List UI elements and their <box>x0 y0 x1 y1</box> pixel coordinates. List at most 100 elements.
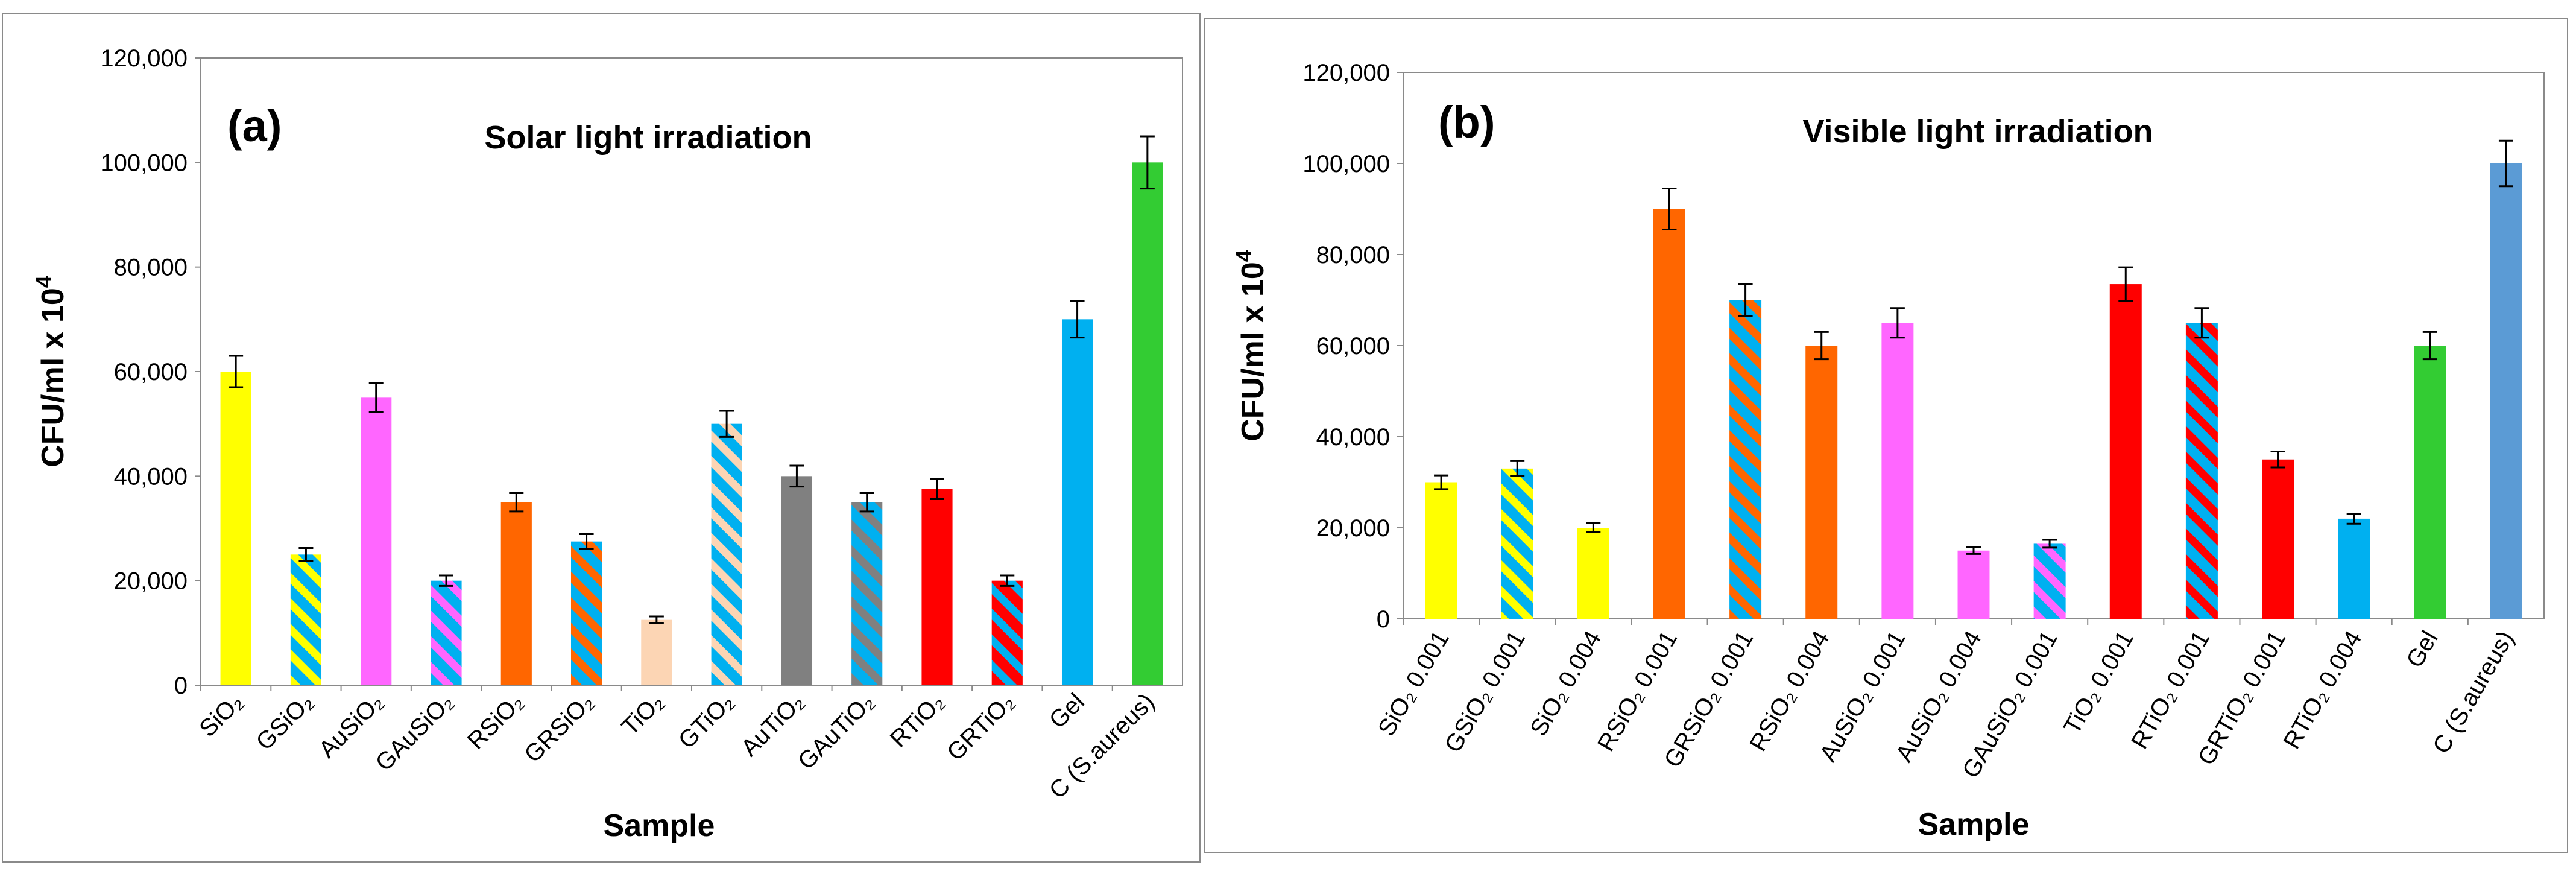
bar-rect <box>2185 323 2218 619</box>
y-axis-title: CFU/ml x 104 <box>31 276 71 467</box>
bar <box>500 502 532 685</box>
error-bar <box>1000 574 1015 587</box>
bar-rect <box>781 476 813 685</box>
bar-rect <box>2338 518 2370 619</box>
panel-label: (a) <box>227 101 282 151</box>
bar-rect <box>1957 550 1990 619</box>
bar-rect <box>2109 284 2142 619</box>
chart-title: Solar light irradiation <box>484 119 812 156</box>
bar <box>431 580 462 685</box>
bar <box>851 502 883 685</box>
bar <box>290 554 322 685</box>
bar-rect <box>2262 459 2294 619</box>
bar <box>2490 163 2522 619</box>
bar-rect <box>1425 482 1457 619</box>
x-category-label: GRTiO₂ <box>942 688 1020 766</box>
bar-rect <box>290 554 322 685</box>
x-category-label: GAuSiO₂ <box>371 688 459 776</box>
chart-b-svg: 0 20,000 40,000 60,000 80,000 100,000 120,000 S… <box>1231 60 2545 842</box>
y-tick-label: 60,000 <box>114 359 188 385</box>
bar-rect <box>1729 300 1762 619</box>
x-category-label: GTiO₂ <box>674 688 739 754</box>
bar <box>1729 300 1762 619</box>
chart-title: Visible light irradiation <box>1802 113 2153 150</box>
bar <box>570 541 602 685</box>
error-bar <box>1738 283 1753 317</box>
x-category-label: SiO₂ 0.001 <box>1373 627 1454 741</box>
y-tick-label: 80,000 <box>114 255 188 281</box>
bar-rect <box>500 502 532 685</box>
error-bar <box>859 492 874 513</box>
error-bar <box>2422 331 2437 361</box>
bar <box>921 489 953 685</box>
error-bar <box>229 355 244 388</box>
bar <box>2109 284 2142 619</box>
panel-label: (b) <box>1438 97 1495 147</box>
bar-rect <box>641 619 672 685</box>
bar-rect <box>431 580 462 685</box>
error-bar <box>2118 266 2133 302</box>
bar-rect <box>1881 323 1914 619</box>
bar-rect <box>220 372 251 685</box>
error-bar <box>1070 300 1085 339</box>
bar <box>1881 323 1914 619</box>
error-bar <box>2042 539 2057 549</box>
error-bar <box>789 464 804 488</box>
x-category-label: RSiO₂ 0.004 <box>1744 627 1834 756</box>
error-bar <box>1890 307 1905 339</box>
error-bar <box>1510 460 1525 477</box>
error-bar <box>1586 522 1601 534</box>
bar-rect <box>570 541 602 685</box>
bar-rect <box>1061 319 1093 685</box>
bar <box>1425 482 1457 619</box>
bar <box>1061 319 1093 685</box>
bar <box>1501 468 1533 619</box>
y-tick-label: 100,000 <box>100 150 188 176</box>
x-category-label: RTiO₂ <box>885 688 950 753</box>
bar <box>711 423 742 685</box>
bar-rect <box>711 423 742 685</box>
bar-rect <box>851 502 883 685</box>
x-category-label: RTiO₂ 0.004 <box>2278 626 2367 753</box>
x-category-label: TiO₂ <box>617 688 669 741</box>
x-category-label: C (S.aureus) <box>2428 627 2519 758</box>
bar <box>1957 550 1990 619</box>
error-bar <box>1814 331 1829 361</box>
error-bar <box>298 547 314 562</box>
bar <box>1132 162 1163 685</box>
y-tick-label: 120,000 <box>100 45 188 72</box>
x-category-label: Gel <box>2401 627 2443 673</box>
y-tick-label: 60,000 <box>1316 333 1390 359</box>
bar-rect <box>2490 163 2522 619</box>
bar <box>2033 543 2066 619</box>
y-tick-label: 40,000 <box>114 463 188 490</box>
bar-rect <box>2033 543 2066 619</box>
chart-a-svg: 0 20,000 40,000 60,000 80,000 100,000 120,000 S… <box>31 45 1183 843</box>
x-category-label: GAuTiO₂ <box>793 688 879 774</box>
bar-rect <box>1501 468 1533 619</box>
bar-rect <box>921 489 953 685</box>
x-category-label: GSiO₂ 0.001 <box>1440 627 1530 757</box>
error-bar <box>719 410 734 438</box>
y-tick-label: 40,000 <box>1316 424 1390 451</box>
y-tick-label: 80,000 <box>1316 242 1390 268</box>
x-category-label: GSiO₂ <box>251 688 318 755</box>
x-category-label: GRSiO₂ <box>519 688 599 768</box>
bar-rect <box>2414 346 2446 619</box>
bar-rect <box>361 397 392 685</box>
error-bar <box>2194 307 2209 339</box>
bar <box>220 372 251 685</box>
bar <box>641 619 672 685</box>
x-category-label: RSiO₂ <box>462 688 529 755</box>
bar <box>361 397 392 685</box>
chart-panel-b: 0 20,000 40,000 60,000 80,000 100,000 120,000 S… <box>1204 18 2568 853</box>
x-category-label: SiO₂ <box>194 688 248 742</box>
error-bar <box>368 382 384 413</box>
bar <box>2414 346 2446 619</box>
x-axis-title: Sample <box>1918 807 2030 842</box>
bar-rect <box>1132 162 1163 685</box>
error-bar <box>1434 474 1449 490</box>
x-category-label: RTiO₂ 0.001 <box>2126 627 2215 754</box>
x-category-label: TiO₂ 0.001 <box>2059 627 2139 739</box>
bar <box>1653 209 1685 619</box>
